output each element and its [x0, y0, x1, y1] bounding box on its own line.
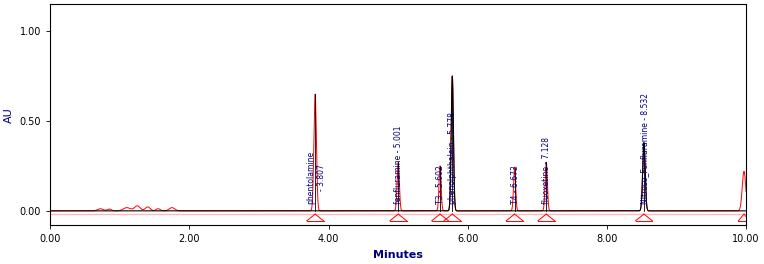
Y-axis label: AU: AU — [4, 107, 15, 122]
Text: phentolamine
- 3.807: phentolamine - 3.807 — [306, 150, 325, 204]
Text: T4 - 6.673: T4 - 6.673 — [511, 165, 520, 204]
Text: fluoxetine - 7.128: fluoxetine - 7.128 — [542, 137, 552, 204]
Text: Nitroso_Fenfluramine - 8.532: Nitroso_Fenfluramine - 8.532 — [640, 93, 649, 204]
Text: T3 - 5.602: T3 - 5.602 — [436, 165, 445, 204]
Text: phenolphthalein - 5.778: phenolphthalein - 5.778 — [448, 112, 458, 204]
Text: fenfluramine - 5.001: fenfluramine - 5.001 — [394, 125, 403, 204]
X-axis label: Minutes: Minutes — [374, 250, 423, 260]
